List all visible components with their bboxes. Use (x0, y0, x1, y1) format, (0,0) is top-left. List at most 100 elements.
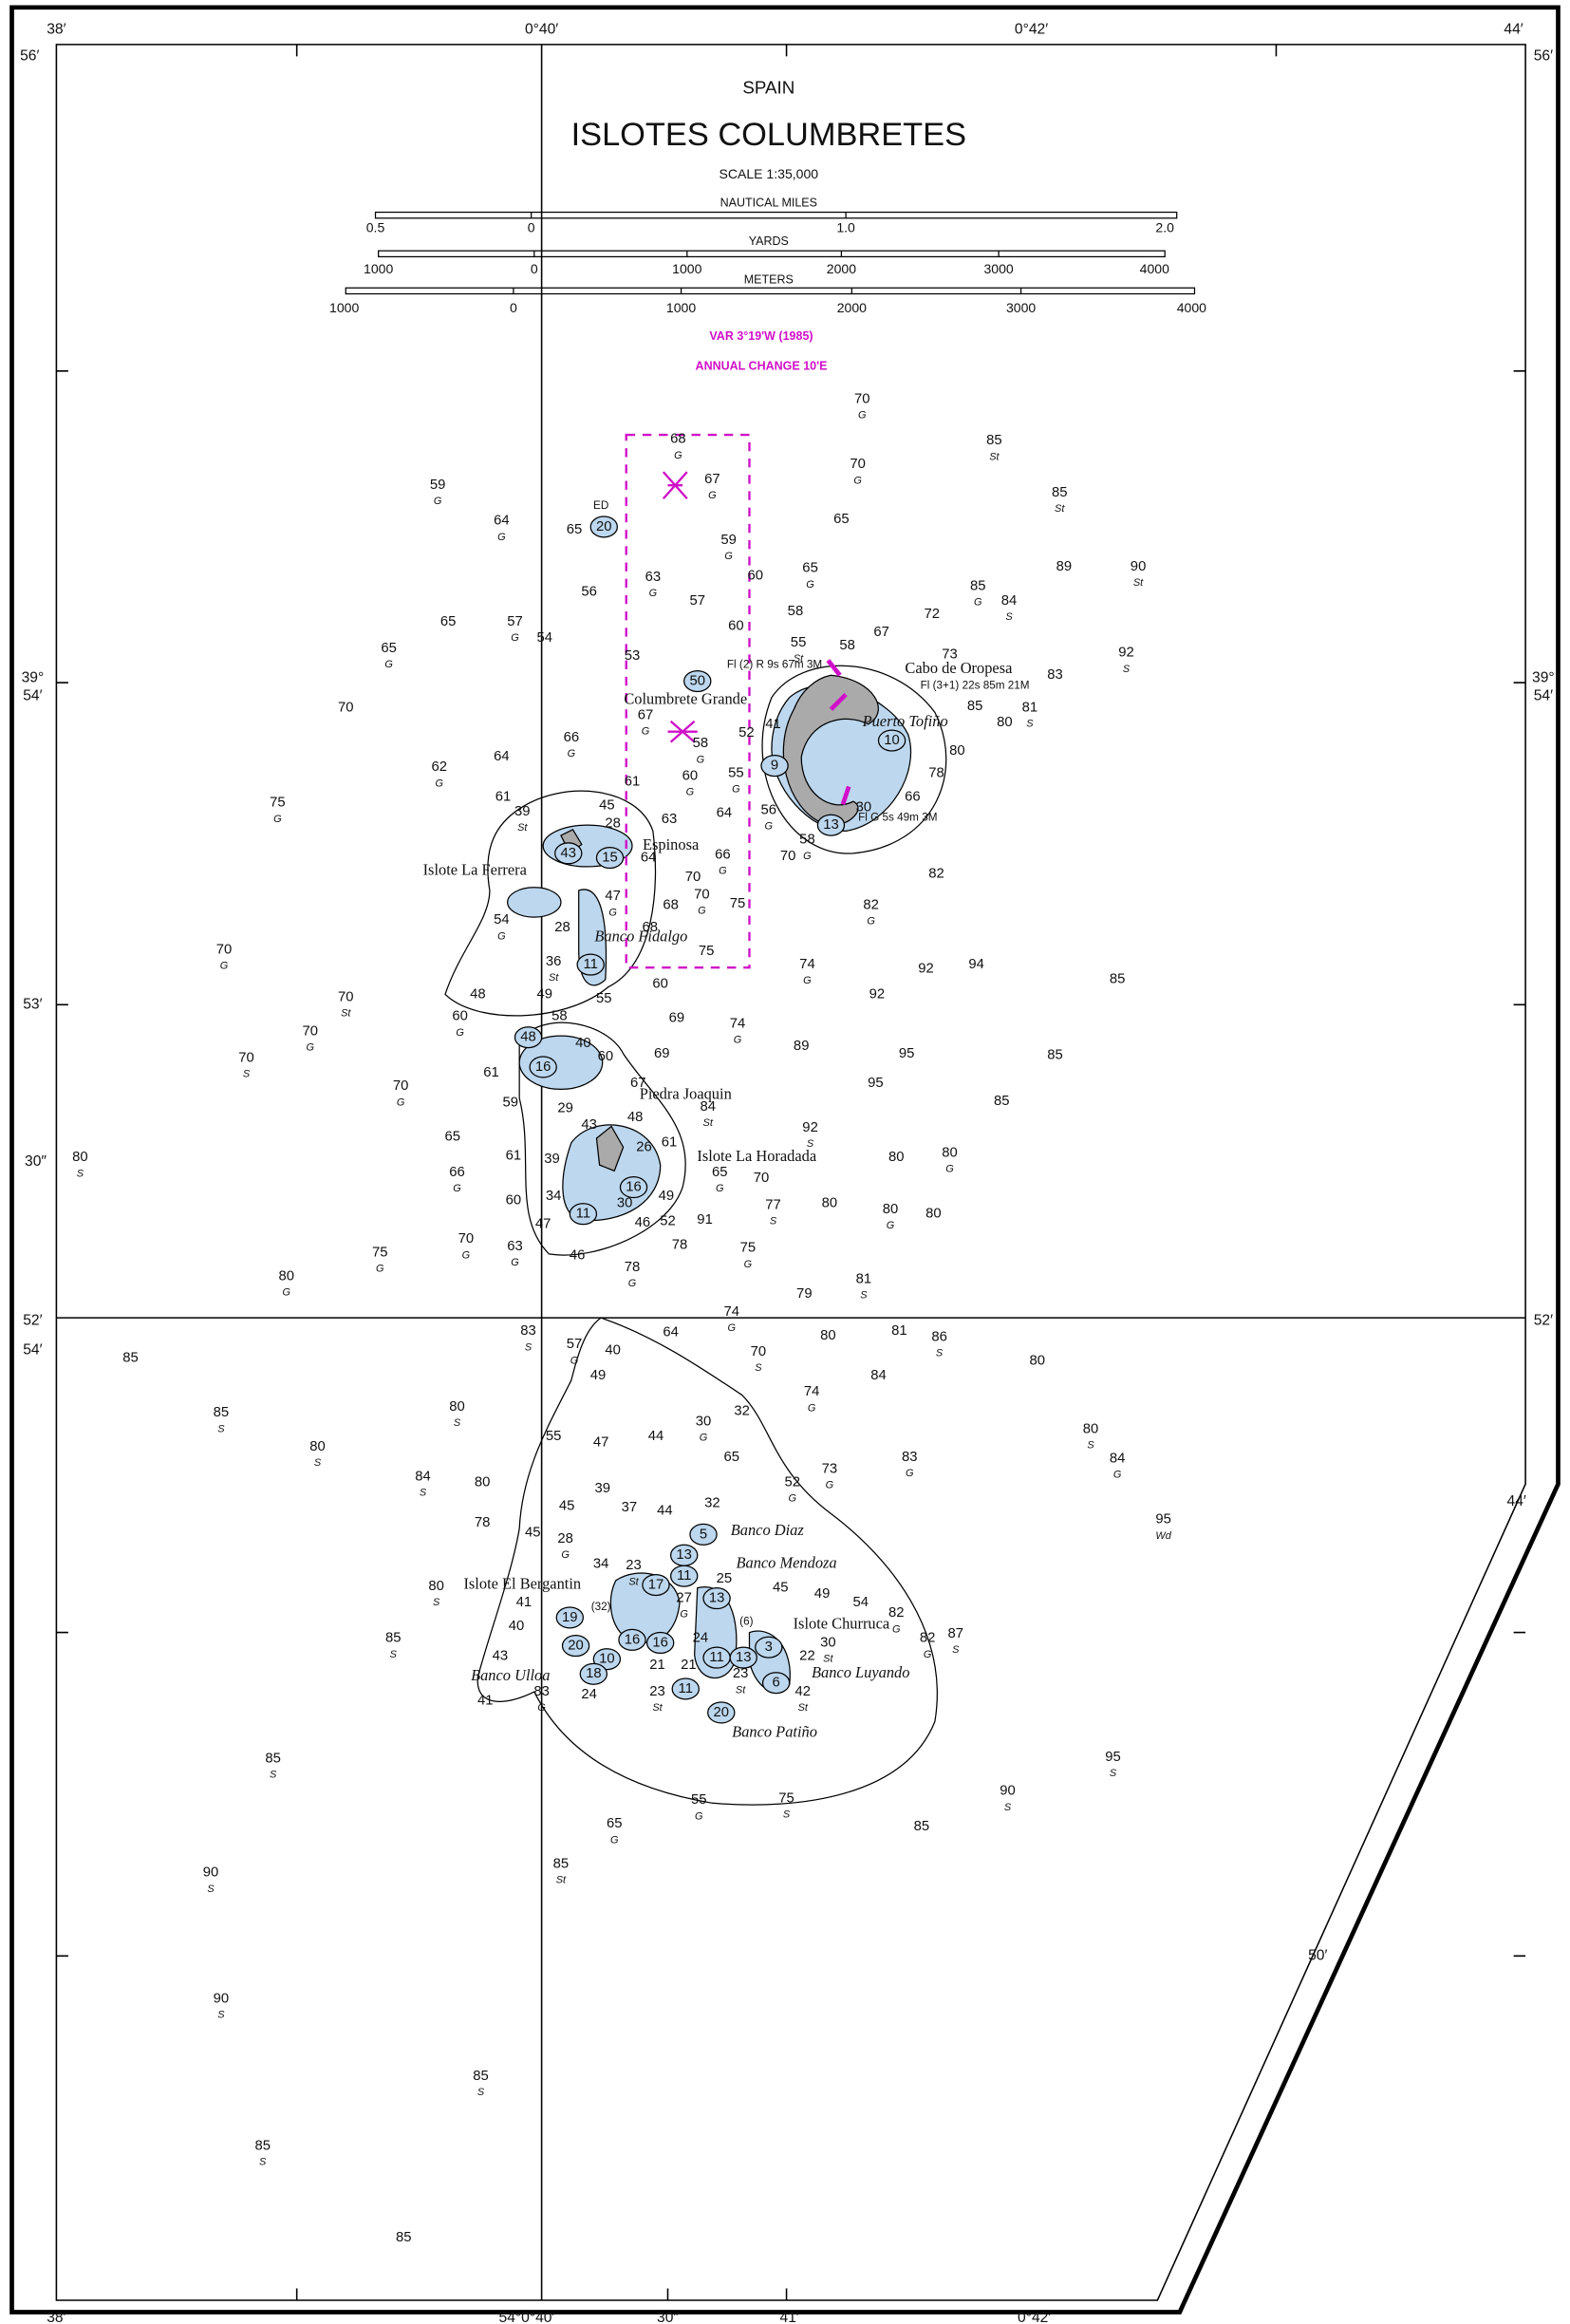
sounding-depth: 23 (626, 1558, 642, 1573)
sounding-bottom: S (783, 1809, 791, 1821)
sounding-depth: 69 (654, 1046, 670, 1061)
sounding-depth: 62 (431, 759, 447, 775)
border-label: 38′ (47, 2310, 65, 2324)
sounding-bottom: G (732, 784, 740, 796)
sounding-depth: 75 (699, 944, 715, 959)
sounding-bottom: G (853, 475, 862, 486)
place-name: Banco Patiño (732, 1723, 817, 1741)
sounding-bottom: S (1123, 664, 1131, 675)
sounding-depth: 20 (568, 1639, 584, 1654)
scale-tick-label: 2000 (827, 261, 856, 276)
sounding-depth: 80 (428, 1579, 444, 1594)
sounding-depth: 70 (694, 888, 710, 903)
sounding-bottom: St (798, 1702, 809, 1714)
chart-title: ISLOTES COLUMBRETES (571, 117, 966, 153)
sounding-depth: 83 (902, 1450, 918, 1465)
sounding-circle (755, 1636, 783, 1659)
sounding-bottom: St (703, 1117, 714, 1129)
sounding-depth: 52 (738, 725, 755, 740)
scale-tick-label: 4000 (1177, 300, 1206, 315)
sounding-depth: 81 (891, 1323, 907, 1339)
sounding-depth: 74 (730, 1017, 746, 1032)
scale-tick-label: 1000 (666, 300, 696, 315)
sounding-depth: 95 (899, 1046, 915, 1061)
sounding-depth: 63 (645, 570, 662, 585)
sounding-depth: 75 (730, 896, 746, 911)
sounding-depth: 60 (598, 1049, 614, 1064)
sounding-bottom: G (434, 496, 442, 507)
sounding-depth: 85 (1052, 485, 1068, 500)
light-label: (6) (739, 1616, 753, 1628)
sounding-depth: 60 (452, 1009, 468, 1024)
sounding-depth: 89 (794, 1039, 810, 1054)
sounding-bottom: G (698, 906, 706, 917)
sounding-circle (569, 1203, 598, 1226)
sounding-depth: 85 (553, 1856, 570, 1871)
sounding-depth: 24 (581, 1687, 597, 1702)
place-name: Banco Diaz (731, 1521, 805, 1539)
sounding-depth: 55 (728, 765, 744, 780)
sounding-bottom: G (906, 1468, 914, 1479)
scale-tick-label: 1000 (672, 261, 701, 276)
sounding-depth: 72 (925, 607, 941, 622)
sounding-depth: 22 (799, 1648, 815, 1663)
sounding-bottom: S (217, 1423, 225, 1434)
sounding-bottom: G (608, 907, 617, 918)
sounding-depth: 79 (796, 1286, 813, 1302)
scale-bars (345, 211, 1196, 295)
sounding-depth: 80 (1083, 1421, 1099, 1436)
sounding-depth: 43 (560, 846, 576, 861)
sounding-depth: 30 (856, 799, 872, 815)
sounding-depth: 70 (751, 1344, 767, 1359)
sounding-depth: 85 (122, 1350, 139, 1365)
sounding-depth: 80 (949, 743, 965, 759)
sounding-depth: 18 (586, 1666, 602, 1681)
sounding-circle (595, 846, 625, 870)
sounding-depth: 85 (396, 2230, 412, 2245)
sounding-depth: 80 (820, 1328, 836, 1343)
sounding-bottom: G (858, 410, 867, 422)
place-name: Banco Fidalgo (594, 928, 687, 946)
sounding-bottom: St (823, 1654, 833, 1665)
sounding-depth: 65 (723, 1450, 739, 1465)
place-name: Islote Churruca (794, 1614, 890, 1632)
sounding-bottom: G (867, 916, 875, 928)
sounding-depth: 70 (238, 1050, 254, 1065)
sounding-depth: 60 (652, 976, 668, 991)
sounding-depth: 13 (823, 817, 839, 833)
sounding-bottom: G (561, 1549, 570, 1561)
sounding-bottom: St (517, 822, 528, 834)
sounding-bottom: S (860, 1290, 868, 1302)
border-label: 44′ (1504, 21, 1523, 37)
sounding-depth: 13 (709, 1591, 725, 1606)
sounding-depth: 67 (630, 1076, 646, 1091)
sounding-depth: 15 (602, 850, 618, 865)
sounding-depth: 42 (795, 1684, 812, 1699)
sounding-bottom: St (1133, 577, 1144, 589)
sounding-bottom: S (314, 1457, 322, 1469)
sounding-depth: 75 (270, 796, 286, 811)
sounding-bottom: G (306, 1042, 314, 1054)
sounding-depth: 85 (970, 578, 986, 593)
wreck-symbols (662, 471, 851, 806)
sounding-depth: 85 (473, 2069, 489, 2084)
sounding-depth: 70 (854, 391, 870, 406)
light-label: Fl G 5s 49m 3M (858, 811, 937, 823)
sounding-depth: 85 (994, 1094, 1010, 1109)
country-label: SPAIN (742, 78, 794, 98)
sounding-depth: 45 (599, 798, 615, 814)
sounding-depth: 64 (717, 806, 733, 821)
sounding-depth: 64 (494, 514, 510, 529)
sounding-circle (589, 515, 618, 538)
scale-unit: NAUTICAL MILES (720, 196, 817, 209)
sounding-depth: 55 (791, 635, 807, 650)
sounding-bottom: S (1087, 1439, 1094, 1451)
sounding-depth: 61 (506, 1149, 522, 1164)
sounding-depth: 92 (918, 962, 934, 977)
sounding-depth: 49 (536, 986, 552, 1002)
scale-tick-label: 0 (528, 219, 535, 234)
sounding-bottom: S (433, 1597, 440, 1608)
scale-tick-label: 0 (531, 261, 538, 276)
border-label: 56′ (20, 48, 39, 65)
border-label: 38′ (47, 21, 65, 37)
